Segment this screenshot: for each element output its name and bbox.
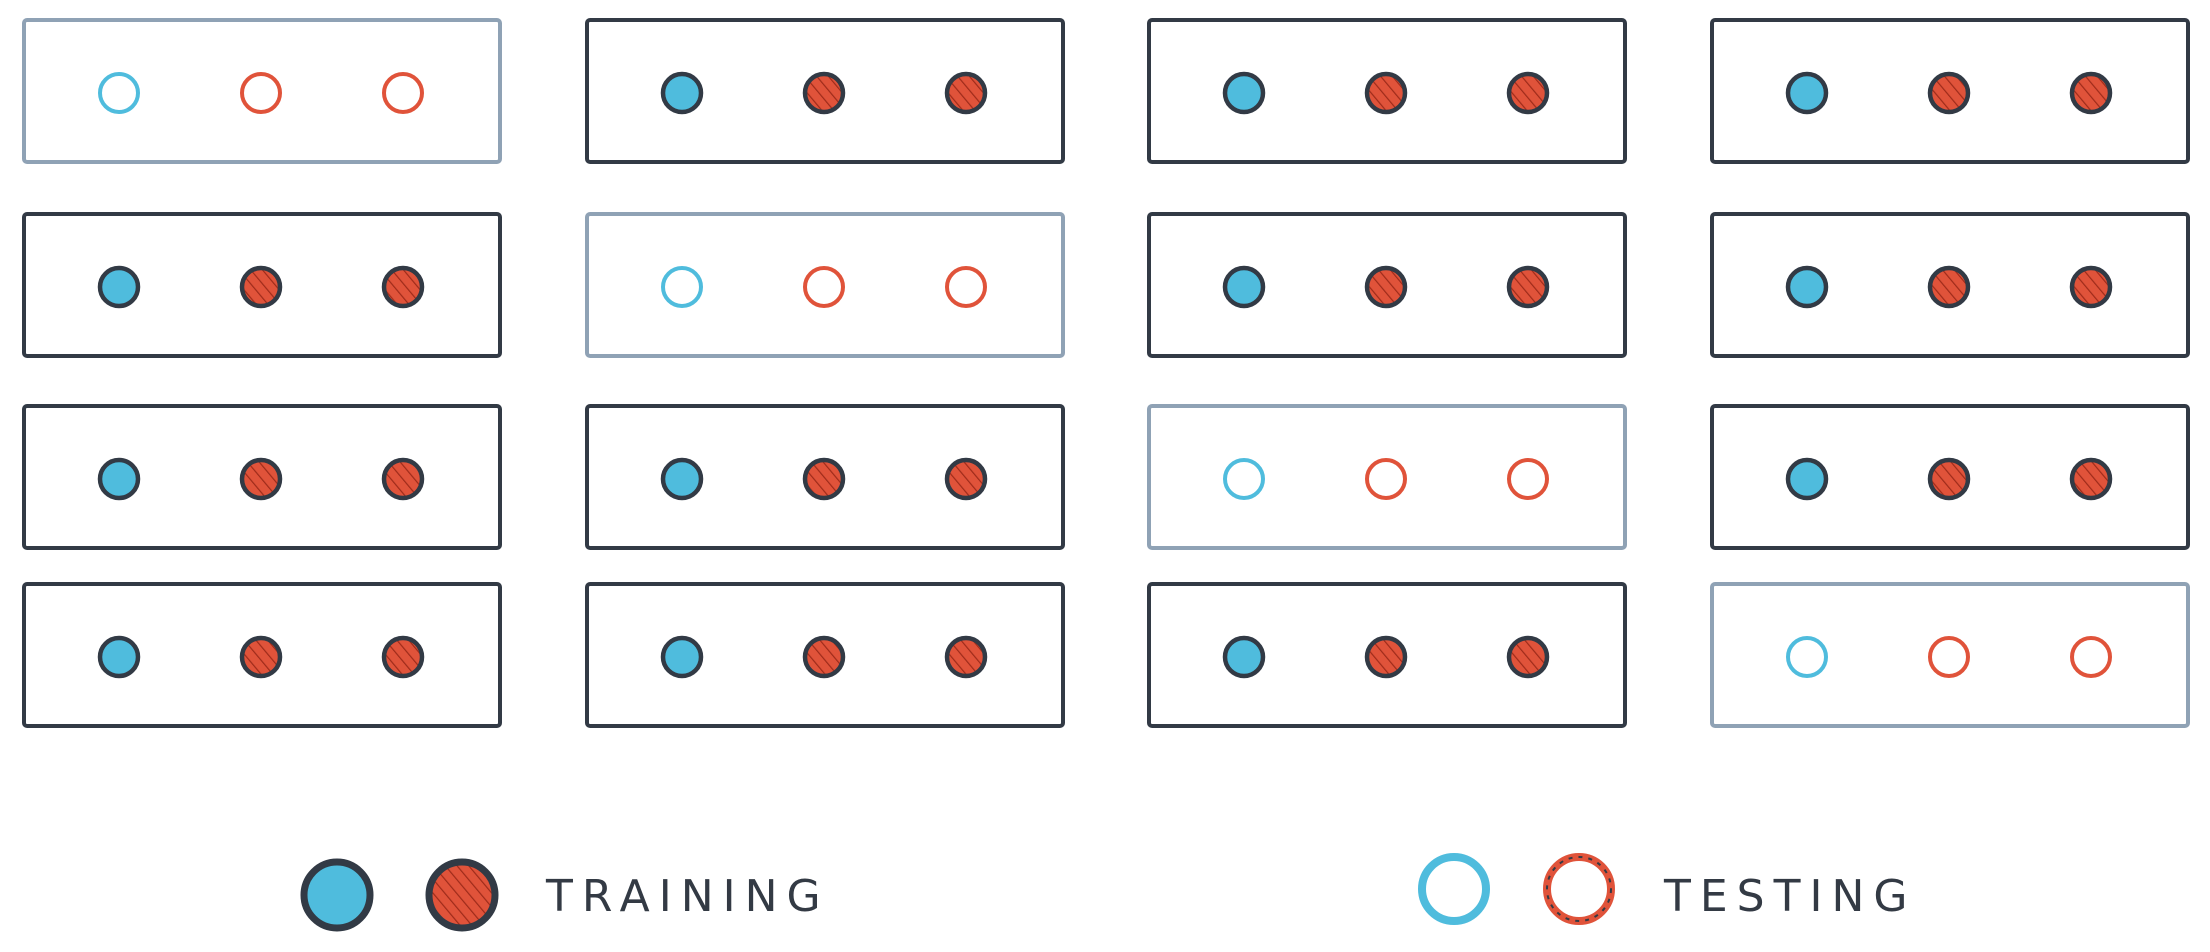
fold-grid — [22, 18, 2190, 728]
testing-blue-point — [98, 72, 140, 114]
training-red-point — [944, 71, 988, 115]
testing-red-point — [1928, 636, 1970, 678]
training-red-point — [1364, 71, 1408, 115]
training-red-point — [2069, 265, 2113, 309]
training-fold-box — [1147, 582, 1627, 728]
training-fold-box — [1710, 18, 2190, 164]
legend-testing-blue-marker — [1418, 853, 1490, 925]
legend-training-label: TRAINING — [545, 871, 830, 922]
training-blue-point — [660, 71, 704, 115]
testing-red-point — [382, 72, 424, 114]
testing-red-point — [240, 72, 282, 114]
training-red-point — [802, 71, 846, 115]
training-blue-point — [660, 457, 704, 501]
training-fold-box — [1147, 18, 1627, 164]
training-red-point — [1506, 71, 1550, 115]
training-fold-box — [585, 404, 1065, 550]
training-red-point — [1927, 457, 1971, 501]
testing-blue-point — [661, 266, 703, 308]
legend: TRAINING TESTING — [300, 853, 1916, 932]
testing-fold-box — [22, 18, 502, 164]
training-fold-box — [1147, 212, 1627, 358]
training-fold-box — [22, 212, 502, 358]
training-blue-point — [97, 635, 141, 679]
testing-fold-box — [1710, 582, 2190, 728]
testing-blue-point — [1786, 636, 1828, 678]
training-red-point — [381, 457, 425, 501]
testing-red-point — [2070, 636, 2112, 678]
training-red-point — [802, 635, 846, 679]
testing-blue-point — [1223, 458, 1265, 500]
training-red-point — [239, 265, 283, 309]
training-red-point — [1506, 635, 1550, 679]
training-fold-box — [585, 18, 1065, 164]
training-fold-box — [22, 582, 502, 728]
training-red-point — [2069, 457, 2113, 501]
training-red-point — [239, 457, 283, 501]
training-blue-point — [1785, 265, 1829, 309]
training-fold-box — [1710, 212, 2190, 358]
training-blue-point — [1785, 457, 1829, 501]
training-blue-point — [1222, 71, 1266, 115]
training-red-point — [381, 265, 425, 309]
training-red-point — [2069, 71, 2113, 115]
training-red-point — [944, 457, 988, 501]
training-red-point — [1364, 635, 1408, 679]
training-red-point — [1364, 265, 1408, 309]
legend-training-blue-marker — [300, 858, 374, 932]
training-fold-box — [22, 404, 502, 550]
training-blue-point — [97, 265, 141, 309]
training-blue-point — [97, 457, 141, 501]
training-fold-box — [1710, 404, 2190, 550]
legend-testing-red-dash — [1546, 856, 1612, 922]
training-red-point — [802, 457, 846, 501]
training-red-point — [1927, 265, 1971, 309]
testing-fold-box — [585, 212, 1065, 358]
training-red-point — [944, 635, 988, 679]
training-blue-point — [1785, 71, 1829, 115]
training-blue-point — [1222, 635, 1266, 679]
testing-fold-box — [1147, 404, 1627, 550]
training-red-point — [1927, 71, 1971, 115]
testing-red-point — [1507, 458, 1549, 500]
training-red-point — [1506, 265, 1550, 309]
training-blue-point — [1222, 265, 1266, 309]
training-red-point — [381, 635, 425, 679]
testing-red-point — [945, 266, 987, 308]
testing-red-point — [803, 266, 845, 308]
training-red-point — [239, 635, 283, 679]
legend-testing-label: TESTING — [1663, 871, 1916, 922]
training-fold-box — [585, 582, 1065, 728]
testing-red-point — [1365, 458, 1407, 500]
legend-testing-red-marker — [1543, 853, 1615, 925]
legend-training-red-marker — [425, 858, 499, 932]
training-blue-point — [660, 635, 704, 679]
